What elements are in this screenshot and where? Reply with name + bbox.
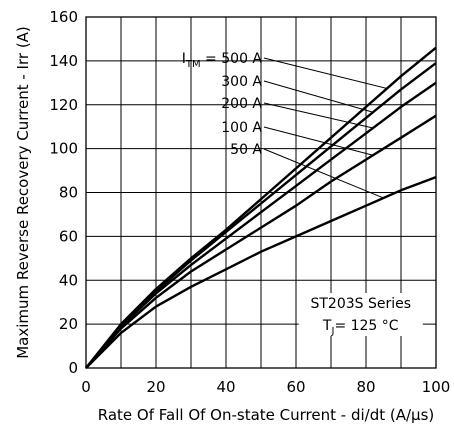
- x-axis-title: Rate Of Fall Of On-state Current - di/dt…: [98, 406, 435, 424]
- y-tick-label: 40: [59, 271, 78, 289]
- leader-line: [263, 102, 374, 129]
- junction-temperature-subscript: J: [330, 326, 334, 337]
- series-line: [85, 114, 437, 369]
- x-tick-label: 0: [81, 378, 91, 396]
- x-tick-label: 40: [216, 378, 235, 396]
- series-label: 200 A: [221, 96, 262, 112]
- leader-line: [263, 57, 388, 90]
- junction-temperature-label: TJ= 125 °C: [322, 318, 399, 337]
- series-name-label: ST203S Series: [310, 296, 411, 312]
- series-line: [85, 62, 437, 369]
- series-labels: ITM = 500 A 300 A 200 A 100 A 50 A: [182, 51, 263, 158]
- x-tick-label: 60: [286, 378, 305, 396]
- series-note: ST203S Series TJ= 125 °C: [298, 293, 423, 337]
- plot-frame: [85, 16, 437, 369]
- series-line: [85, 81, 437, 369]
- series-label: 50 A: [230, 142, 262, 158]
- y-tick-label: 20: [59, 315, 78, 333]
- series-label: ITM = 500 A: [182, 51, 263, 70]
- x-tick-label: 20: [146, 378, 165, 396]
- series-label-value: 500 A: [221, 51, 262, 67]
- y-tick-label: 120: [49, 96, 78, 114]
- x-tick-label: 100: [422, 378, 451, 396]
- y-tick-label: 60: [59, 227, 78, 245]
- y-tick-labels: 0 20 40 60 80 100 120 140 160: [49, 8, 78, 377]
- series-label-prefix-equals: =: [201, 51, 222, 67]
- junction-temperature-value: = 125 °C: [334, 318, 398, 334]
- x-tick-labels: 0 20 40 60 80 100: [81, 378, 450, 396]
- series-line: [85, 46, 437, 369]
- x-tick-label: 80: [356, 378, 375, 396]
- y-axis-title: Maximum Reverse Recovery Current - Irr (…: [14, 26, 32, 359]
- leader-line: [263, 80, 374, 113]
- y-tick-label: 160: [49, 8, 78, 26]
- series-label: 100 A: [221, 120, 262, 136]
- leader-line: [263, 148, 384, 199]
- junction-temperature-symbol: T: [322, 318, 332, 334]
- y-tick-label: 100: [49, 140, 78, 158]
- series-label-prefix: I: [182, 51, 186, 67]
- y-tick-label: 80: [59, 184, 78, 202]
- series-label-prefix-subscript: TM: [185, 59, 201, 70]
- grid: [86, 17, 436, 368]
- leader-lines: [263, 57, 388, 199]
- series-group: [85, 46, 437, 369]
- leader-line: [263, 126, 374, 156]
- series-note-background: [298, 293, 423, 336]
- series-label: 300 A: [221, 74, 262, 90]
- y-tick-label: 0: [68, 359, 78, 377]
- series-line: [85, 175, 437, 369]
- y-tick-label: 140: [49, 52, 78, 70]
